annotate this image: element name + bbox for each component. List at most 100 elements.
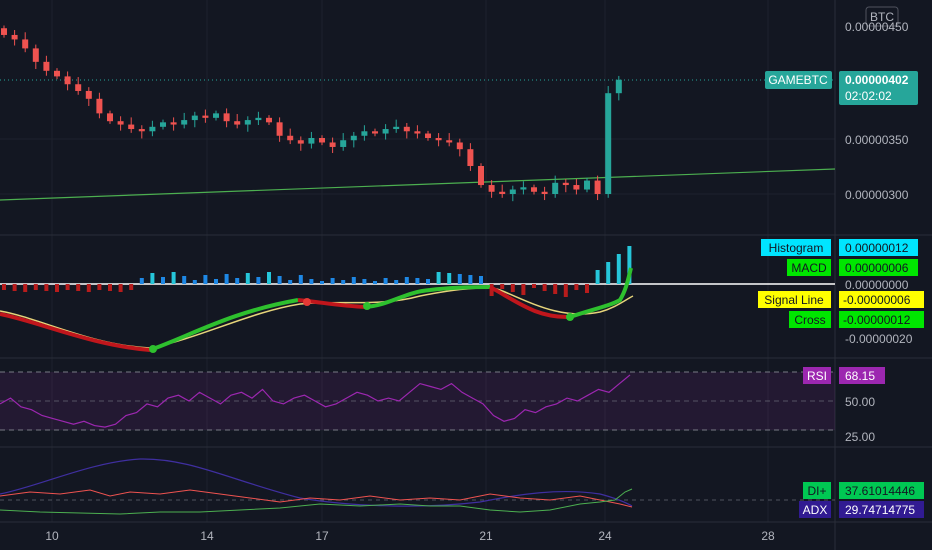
candle-body[interactable] — [22, 39, 29, 49]
candle-body[interactable] — [128, 124, 135, 130]
candle-body[interactable] — [43, 61, 50, 71]
histogram-bar — [373, 281, 377, 284]
candle-body[interactable] — [393, 126, 400, 130]
candle-body[interactable] — [435, 138, 442, 141]
candle-body[interactable] — [96, 98, 103, 114]
candle-body[interactable] — [266, 117, 272, 123]
candle-body[interactable] — [456, 142, 463, 150]
candle-body[interactable] — [382, 129, 389, 134]
cross-marker — [363, 302, 371, 310]
histogram-bar — [415, 278, 420, 284]
candle-body[interactable] — [425, 133, 431, 138]
histogram-bar — [309, 279, 314, 284]
candle-body[interactable] — [213, 113, 219, 118]
candle-body[interactable] — [223, 113, 230, 122]
histogram-bar — [436, 272, 441, 284]
histogram-bar — [553, 284, 558, 294]
candle-body[interactable] — [552, 182, 559, 194]
candle-body[interactable] — [297, 140, 304, 144]
histogram-bar — [129, 284, 134, 290]
macd-line-green-1 — [149, 298, 299, 352]
macd-line-green-3 — [569, 267, 633, 319]
candle-body[interactable] — [75, 84, 82, 91]
candle-body[interactable] — [340, 140, 347, 147]
candle-body[interactable] — [276, 122, 283, 136]
candle-body[interactable] — [499, 191, 506, 194]
candle-body[interactable] — [531, 187, 537, 192]
candle-body[interactable] — [85, 90, 92, 99]
candle-body[interactable] — [372, 131, 378, 134]
histogram-bar — [182, 276, 187, 284]
candle-body[interactable] — [138, 129, 145, 132]
histogram-bar — [76, 284, 81, 291]
histogram-bar — [161, 277, 165, 284]
histogram-bar — [574, 284, 579, 290]
adx-pane[interactable] — [0, 458, 835, 515]
candle-body[interactable] — [181, 120, 188, 125]
candle-body[interactable] — [414, 131, 421, 134]
candle-body[interactable] — [234, 121, 241, 125]
rsi-line — [0, 374, 631, 428]
histogram-bar — [277, 276, 282, 284]
candle-body[interactable] — [573, 185, 580, 190]
rsi-pane[interactable] — [0, 371, 835, 431]
candle-body[interactable] — [319, 138, 325, 143]
candle-body[interactable] — [541, 191, 548, 194]
candle-body[interactable] — [478, 166, 484, 186]
histogram-bar — [65, 284, 70, 290]
candle-body[interactable] — [520, 187, 527, 190]
candle-body[interactable] — [361, 131, 368, 136]
candle-body[interactable] — [605, 93, 612, 194]
histogram-bar — [426, 279, 430, 284]
histogram-bar — [97, 284, 102, 290]
candle-body[interactable] — [160, 122, 166, 127]
candle-body[interactable] — [244, 120, 251, 125]
macd-line-red-3 — [489, 285, 571, 320]
candle-body[interactable] — [1, 28, 7, 35]
candle-body[interactable] — [107, 113, 113, 122]
candle-body[interactable] — [584, 180, 590, 190]
candle-body[interactable] — [615, 79, 622, 94]
candle-body[interactable] — [308, 138, 315, 144]
histogram-bar — [563, 284, 568, 297]
candle-body[interactable] — [170, 122, 177, 125]
candle-body[interactable] — [287, 135, 294, 141]
cross-marker — [149, 345, 157, 353]
candle-body[interactable] — [64, 76, 71, 85]
candle-body[interactable] — [446, 140, 453, 143]
candle-body[interactable] — [11, 34, 18, 40]
candle-body[interactable] — [594, 180, 601, 194]
histogram-bar — [585, 284, 589, 293]
histogram-bar — [203, 275, 208, 284]
candle-body[interactable] — [117, 121, 124, 125]
candle-body[interactable] — [329, 142, 336, 147]
histogram-bar — [447, 273, 452, 284]
candle-body[interactable] — [149, 126, 156, 132]
candle-body[interactable] — [488, 185, 495, 192]
candles-group[interactable] — [1, 25, 622, 202]
candle-body[interactable] — [467, 149, 474, 166]
histogram-bar — [33, 284, 38, 290]
candle-body[interactable] — [202, 115, 209, 118]
candle-body[interactable] — [32, 48, 39, 62]
candle-body[interactable] — [403, 126, 410, 132]
histogram-bar — [298, 275, 303, 284]
histogram-bar — [139, 278, 144, 284]
price-pane[interactable] — [0, 25, 836, 202]
trendline[interactable] — [0, 168, 836, 201]
candle-body[interactable] — [54, 70, 60, 77]
adx-line — [0, 458, 633, 507]
histogram-bar — [542, 284, 547, 291]
candle-body[interactable] — [350, 135, 357, 141]
histogram-bar — [108, 284, 112, 291]
macd-pane[interactable] — [0, 246, 835, 353]
candle-body[interactable] — [191, 115, 198, 121]
histogram-bar — [500, 284, 505, 289]
candle-body[interactable] — [255, 117, 262, 121]
candle-body[interactable] — [562, 182, 569, 186]
macd-line-red-1 — [0, 312, 151, 352]
candle-body[interactable] — [509, 189, 516, 194]
histogram-bar — [256, 277, 261, 284]
